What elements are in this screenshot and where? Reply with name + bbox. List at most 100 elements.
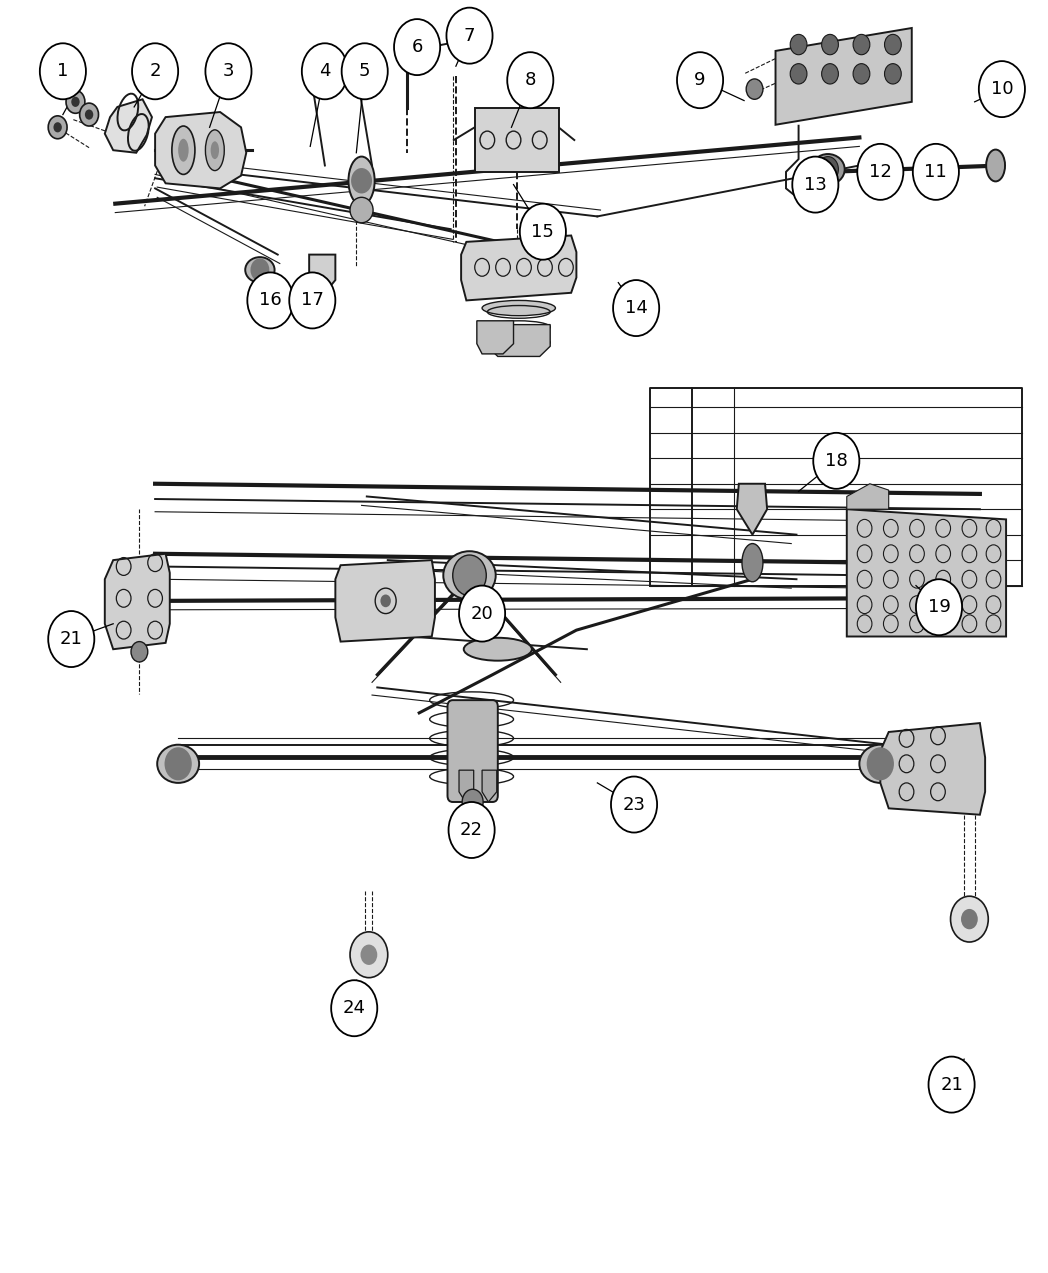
Ellipse shape: [742, 544, 763, 582]
Text: 3: 3: [223, 62, 234, 80]
Circle shape: [446, 8, 493, 64]
Circle shape: [746, 79, 763, 99]
Circle shape: [677, 52, 723, 108]
Text: 20: 20: [471, 605, 494, 622]
Circle shape: [885, 64, 901, 84]
Circle shape: [979, 61, 1025, 117]
Polygon shape: [400, 43, 413, 64]
Circle shape: [951, 896, 988, 942]
Circle shape: [250, 258, 269, 281]
Circle shape: [507, 52, 553, 108]
Text: 6: 6: [412, 38, 422, 56]
Text: 14: 14: [625, 299, 648, 317]
Text: 23: 23: [623, 796, 646, 813]
Text: 4: 4: [320, 62, 330, 80]
Circle shape: [205, 43, 252, 99]
Circle shape: [790, 34, 807, 55]
Polygon shape: [335, 560, 435, 642]
Circle shape: [132, 43, 178, 99]
Circle shape: [302, 43, 348, 99]
Circle shape: [80, 103, 99, 126]
Polygon shape: [847, 509, 1006, 636]
Circle shape: [85, 109, 93, 120]
Text: 17: 17: [301, 292, 324, 309]
Text: 19: 19: [927, 598, 951, 616]
Circle shape: [53, 122, 62, 132]
Ellipse shape: [986, 150, 1005, 182]
Text: 21: 21: [940, 1076, 963, 1094]
Circle shape: [857, 144, 903, 200]
Circle shape: [350, 932, 388, 978]
Polygon shape: [880, 723, 985, 815]
Polygon shape: [482, 770, 497, 802]
Ellipse shape: [811, 154, 845, 185]
Ellipse shape: [443, 551, 496, 600]
Polygon shape: [155, 112, 246, 188]
Ellipse shape: [172, 126, 195, 174]
FancyBboxPatch shape: [447, 700, 498, 802]
Text: 1: 1: [58, 62, 68, 80]
Ellipse shape: [178, 139, 189, 162]
Polygon shape: [105, 554, 170, 649]
Text: 10: 10: [990, 80, 1013, 98]
Circle shape: [289, 272, 335, 328]
Circle shape: [817, 157, 838, 182]
Circle shape: [870, 150, 891, 176]
Text: 13: 13: [804, 176, 827, 193]
Circle shape: [929, 1057, 975, 1113]
Circle shape: [331, 980, 377, 1036]
Text: 8: 8: [525, 71, 536, 89]
Circle shape: [71, 97, 80, 107]
Circle shape: [853, 34, 870, 55]
Circle shape: [66, 90, 85, 113]
Circle shape: [361, 945, 377, 965]
Circle shape: [48, 611, 94, 667]
Ellipse shape: [211, 141, 219, 159]
Text: 2: 2: [150, 62, 160, 80]
Polygon shape: [475, 108, 559, 172]
Text: 11: 11: [924, 163, 947, 181]
Ellipse shape: [157, 745, 199, 783]
Circle shape: [822, 34, 838, 55]
Ellipse shape: [350, 197, 373, 223]
Text: 18: 18: [825, 452, 848, 470]
Ellipse shape: [859, 745, 901, 783]
Circle shape: [394, 19, 440, 75]
Ellipse shape: [348, 157, 374, 205]
Circle shape: [520, 204, 566, 260]
Polygon shape: [309, 255, 335, 293]
Circle shape: [449, 802, 495, 858]
Text: 21: 21: [60, 630, 83, 648]
Circle shape: [165, 747, 192, 780]
Circle shape: [351, 168, 372, 193]
Circle shape: [48, 116, 67, 139]
Text: 22: 22: [460, 821, 483, 839]
Text: 12: 12: [869, 163, 892, 181]
Polygon shape: [487, 325, 550, 356]
Circle shape: [342, 43, 388, 99]
Polygon shape: [477, 321, 514, 354]
Circle shape: [961, 909, 978, 929]
Circle shape: [453, 555, 486, 596]
Circle shape: [913, 144, 959, 200]
Circle shape: [813, 433, 859, 489]
Circle shape: [380, 594, 391, 607]
Circle shape: [247, 272, 293, 328]
Circle shape: [790, 64, 807, 84]
Circle shape: [462, 789, 483, 815]
Ellipse shape: [205, 130, 224, 171]
Text: 15: 15: [531, 223, 554, 241]
Polygon shape: [461, 236, 576, 300]
Circle shape: [40, 43, 86, 99]
Circle shape: [822, 64, 838, 84]
Circle shape: [459, 586, 505, 642]
Text: 24: 24: [343, 999, 366, 1017]
Circle shape: [853, 64, 870, 84]
Circle shape: [131, 642, 148, 662]
Text: 9: 9: [695, 71, 705, 89]
Circle shape: [792, 157, 838, 213]
Polygon shape: [105, 99, 152, 153]
Polygon shape: [459, 770, 474, 802]
Ellipse shape: [463, 638, 531, 661]
Circle shape: [611, 777, 657, 833]
